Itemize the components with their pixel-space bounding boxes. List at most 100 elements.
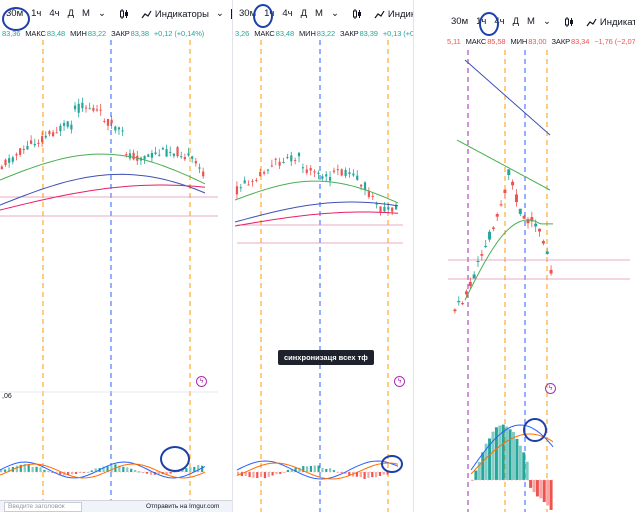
- macd-bar: [279, 472, 282, 474]
- indicators-dropdown-icon[interactable]: ⌄: [215, 8, 224, 19]
- macd-bar: [501, 424, 505, 480]
- candle-body: [356, 175, 359, 180]
- title-input[interactable]: Введите заголовок: [4, 501, 82, 512]
- macd-bar: [193, 466, 196, 472]
- macd-bar: [35, 466, 38, 472]
- candle-style-icon[interactable]: [116, 8, 132, 20]
- tf-30m[interactable]: 30м: [451, 16, 469, 27]
- candle-style-icon[interactable]: [561, 16, 577, 28]
- macd-bar: [515, 438, 519, 480]
- candle-body: [51, 132, 55, 137]
- macd-bar: [263, 472, 267, 479]
- candle-body: [202, 171, 205, 177]
- sync-tooltip: синхронизаця всех тф: [278, 350, 374, 365]
- macd-bar: [181, 469, 184, 472]
- macd-bar: [359, 472, 362, 478]
- candle-body: [143, 155, 146, 160]
- candle-body: [132, 152, 135, 160]
- candle-body: [511, 181, 515, 186]
- macd-bar: [31, 466, 34, 472]
- macd-bar: [82, 472, 85, 473]
- price-chart-4h[interactable]: [445, 0, 635, 512]
- tf-dropdown-icon[interactable]: ⌄: [97, 8, 106, 19]
- candle-body: [348, 172, 351, 175]
- macd-bar: [484, 443, 488, 480]
- candle-body: [150, 152, 154, 158]
- macd-bar: [137, 471, 141, 473]
- candle-body: [169, 151, 172, 153]
- candle-body: [158, 154, 161, 156]
- macd-bar: [505, 426, 509, 480]
- layout-grid-icon[interactable]: [228, 9, 232, 19]
- candle-body: [161, 148, 165, 150]
- tf-day[interactable]: Д: [67, 8, 75, 19]
- tf-4h[interactable]: 4ч: [49, 8, 60, 19]
- macd-bar: [336, 472, 339, 473]
- candle-body: [305, 169, 308, 173]
- macd-bar: [47, 470, 50, 472]
- candle-body: [172, 153, 175, 156]
- send-button[interactable]: Отправить на Imgur.com: [146, 503, 220, 510]
- candle-body: [198, 167, 201, 169]
- macd-bar: [0, 469, 3, 472]
- macd-bar: [102, 466, 105, 472]
- high-label: МАКС: [465, 37, 487, 46]
- tf-dropdown-icon[interactable]: ⌄: [542, 16, 551, 27]
- high-label: МАКС: [25, 29, 46, 38]
- macd-bar: [90, 470, 93, 472]
- low-value: 83,22: [316, 29, 336, 38]
- price-chart-1h[interactable]: [233, 0, 413, 512]
- macd-bar: [271, 472, 274, 476]
- candle-body: [95, 109, 99, 111]
- indicators-button[interactable]: Индикатор: [583, 17, 635, 28]
- candle-body: [464, 291, 468, 295]
- candle-body: [103, 120, 106, 122]
- bottom-bar: Введите заголовок Отправить на Imgur.com: [0, 500, 232, 512]
- tf-day[interactable]: Д: [512, 16, 520, 27]
- candle-body: [495, 214, 499, 217]
- tf-month[interactable]: М: [82, 8, 90, 19]
- candle-body: [379, 206, 382, 213]
- candle-body: [66, 121, 69, 127]
- macd-bar: [237, 472, 240, 475]
- tf-dropdown-icon[interactable]: ⌄: [330, 8, 339, 19]
- candle-body: [19, 148, 22, 155]
- indicators-button[interactable]: Индикаторы: [138, 9, 212, 20]
- macd-bar: [332, 470, 336, 472]
- tf-day[interactable]: Д: [300, 8, 308, 19]
- candle-body: [62, 123, 66, 126]
- macd-bar: [134, 470, 137, 472]
- indicators-button[interactable]: Индикаторы: [371, 9, 413, 20]
- tf-4h[interactable]: 4ч: [282, 8, 293, 19]
- tf-30m[interactable]: 30м: [239, 8, 257, 19]
- macd-bar: [51, 472, 54, 473]
- low-label: МИН: [510, 37, 528, 46]
- macd-bar: [118, 465, 121, 472]
- lightning-icon[interactable]: ϟ: [545, 383, 556, 394]
- change-value: +0,13 (+0,16%): [382, 29, 413, 38]
- change-value: +0,12 (+0,14%): [153, 29, 205, 38]
- candle-body: [286, 157, 289, 159]
- macd-bar: [306, 466, 309, 472]
- tf-month[interactable]: М: [315, 8, 323, 19]
- candle-body: [48, 131, 51, 135]
- candle-body: [545, 251, 549, 254]
- price-chart-30m[interactable]: [0, 0, 232, 500]
- candle-body: [541, 240, 545, 244]
- tf-month[interactable]: М: [527, 16, 535, 27]
- candle-style-icon[interactable]: [349, 8, 365, 20]
- moving-average-blue: [0, 173, 206, 206]
- tf-1h[interactable]: 1ч: [31, 8, 42, 19]
- lightning-icon[interactable]: ϟ: [196, 376, 207, 387]
- moving-average-blue: [464, 59, 551, 136]
- candle-body: [360, 184, 363, 187]
- lightning-icon[interactable]: ϟ: [394, 376, 405, 387]
- close-value: 83,38: [130, 29, 149, 38]
- candle-body: [81, 102, 84, 109]
- candle-body: [491, 227, 495, 229]
- candle-body: [371, 195, 374, 197]
- candle-body: [247, 184, 250, 186]
- tf-4h[interactable]: 4ч: [494, 16, 505, 27]
- macd-bar: [122, 466, 125, 472]
- macd-bar: [378, 472, 382, 476]
